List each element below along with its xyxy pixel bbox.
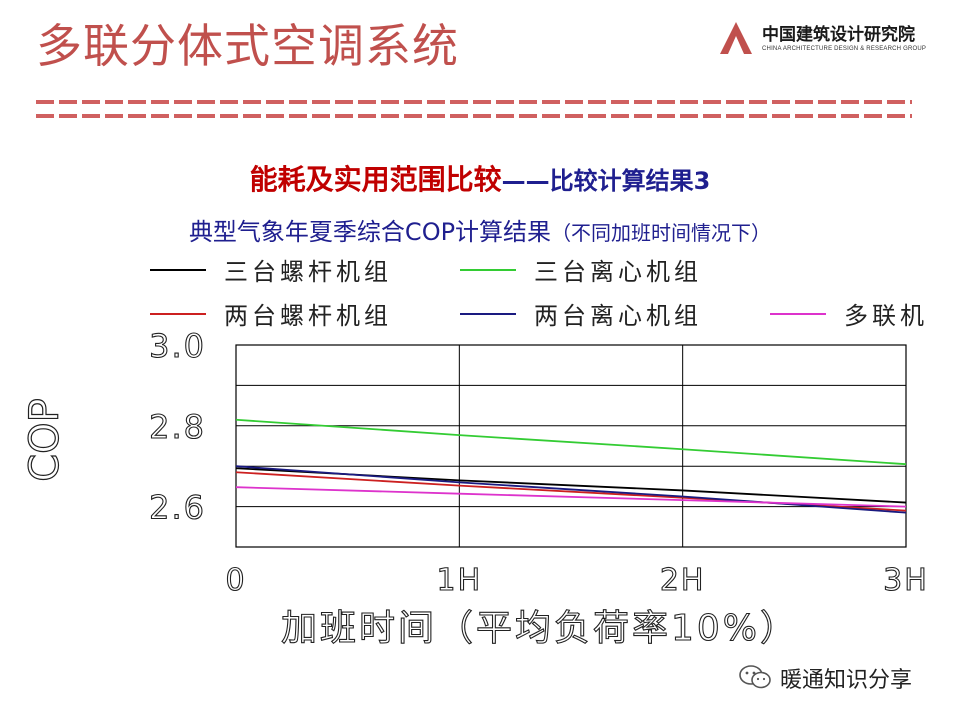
caption-note: （不同加班时间情况下）	[551, 221, 772, 245]
watermark-text: 暖通知识分享	[780, 668, 913, 693]
legend-label: 多联机	[844, 302, 928, 330]
legend-label: 三台离心机组	[534, 258, 702, 286]
y-tick-label: 2.8	[149, 408, 206, 446]
cop-line-chart: 0 1H 2H 3H 3.0 2.8 2.6 COP 加班时间（平均负荷率10%）	[21, 330, 929, 650]
chart-grid	[235, 344, 907, 548]
x-tick-label: 3H	[883, 563, 929, 598]
legend-swatch	[770, 313, 826, 315]
logo-text-cn: 中国建筑设计研究院	[762, 25, 915, 45]
x-tick-label: 2H	[660, 563, 706, 598]
subtitle-suffix: ——比较计算结果3	[501, 167, 711, 195]
chart-caption: 典型气象年夏季综合COP计算结果（不同加班时间情况下）	[0, 212, 960, 247]
wechat-icon	[739, 665, 771, 689]
section-subtitle: 能耗及实用范围比较——比较计算结果3	[0, 158, 960, 198]
series-line-1	[235, 418, 907, 466]
logo-mark-icon	[720, 22, 752, 54]
logo-text-en: CHINA ARCHITECTURE DESIGN & RESEARCH GRO…	[762, 46, 927, 52]
legend-swatch	[150, 269, 206, 271]
title-separator	[36, 100, 912, 118]
y-tick-label: 2.6	[149, 489, 206, 527]
legend-swatch	[460, 269, 516, 271]
series-line-4	[235, 486, 907, 508]
legend-swatch	[150, 313, 206, 315]
plot-area-frame	[235, 344, 907, 548]
x-axis-label: 加班时间（平均负荷率10%）	[281, 608, 799, 649]
y-axis-label: COP	[22, 398, 68, 482]
y-tick-label: 3.0	[149, 330, 206, 365]
subtitle-main: 能耗及实用范围比较	[249, 163, 502, 196]
slide-title: 多联分体式空调系统	[36, 19, 459, 73]
legend-label: 三台螺杆机组	[224, 258, 392, 286]
x-tick-label: 0	[225, 563, 246, 598]
x-tick-label: 1H	[437, 563, 483, 598]
company-logo: 中国建筑设计研究院 CHINA ARCHITECTURE DESIGN & RE…	[716, 18, 946, 62]
legend-label: 两台离心机组	[534, 302, 702, 330]
chart-series	[235, 418, 907, 514]
caption-main: 典型气象年夏季综合COP计算结果	[188, 218, 552, 246]
chart-ticks: 0 1H 2H 3H 3.0 2.8 2.6	[149, 330, 929, 599]
series-line-3	[235, 465, 907, 514]
legend-swatch	[460, 313, 516, 315]
legend-label: 两台螺杆机组	[224, 302, 392, 330]
